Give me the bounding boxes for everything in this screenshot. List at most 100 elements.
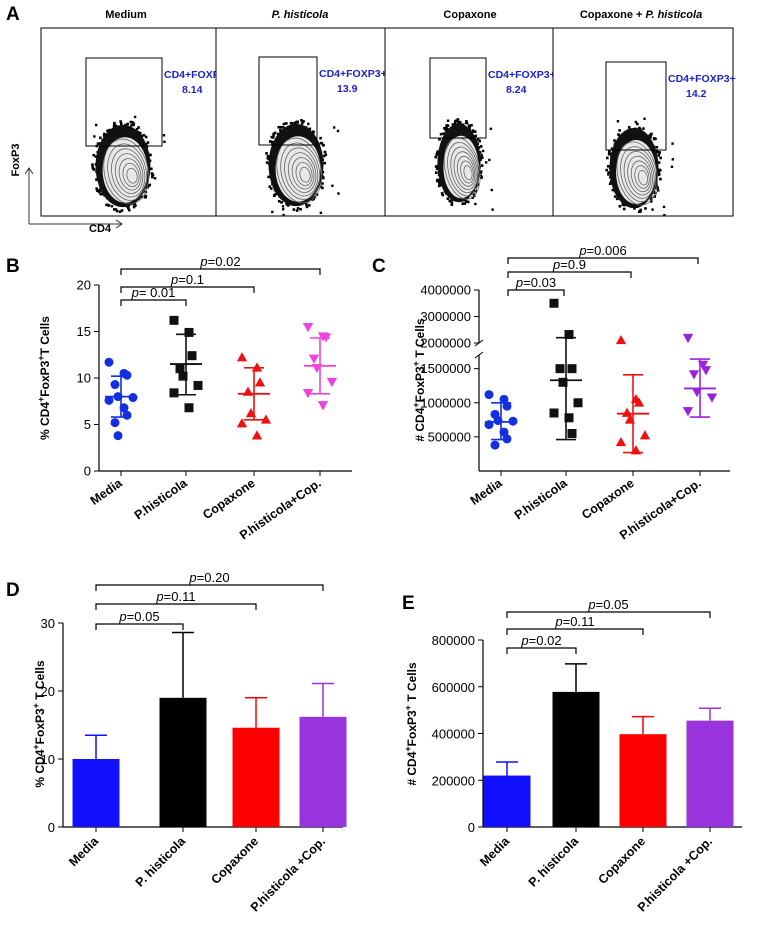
y-tick-label: 500000	[428, 429, 471, 444]
panel-e-y-axis-label: # CD4+FoxP3+ T Cells	[403, 662, 419, 786]
panel-c: C # CD4+FoxP3+ T Cells 500000 1000000 1500…	[372, 243, 730, 543]
comparison-p-histicola-cop-line	[120, 268, 321, 275]
flow-contour-line	[122, 163, 140, 188]
flow-dot	[289, 121, 293, 125]
flow-dot	[296, 207, 300, 210]
flow-dot	[606, 164, 610, 168]
comparison-copaxone-line	[507, 271, 632, 278]
flow-dot	[305, 205, 309, 209]
flow-plot-copaxone: CD4+FOXP3+ 8.24	[384, 27, 556, 217]
flow-dot	[437, 178, 441, 182]
flow-dot	[94, 123, 98, 127]
flow-dot	[478, 151, 482, 154]
comparison-p-histicola-cop-line	[506, 611, 711, 618]
panel-b-y-axis-label: % CD4+FoxP3+T Cells	[36, 316, 52, 440]
data-point	[700, 366, 712, 376]
x-tick-label-media: Media	[88, 475, 126, 507]
flow-dot	[144, 135, 148, 139]
flow-dot	[649, 133, 652, 137]
y-tick-label: 200000	[432, 773, 475, 788]
flow-dot	[96, 189, 99, 193]
bar-media	[72, 759, 120, 827]
flow-gate	[258, 56, 318, 146]
comparison-p-histicola-line	[507, 289, 565, 296]
flow-dot	[272, 132, 276, 136]
flow-dot	[319, 185, 323, 189]
flow-dot	[95, 187, 99, 190]
flow-dot	[489, 127, 493, 131]
flow-dot	[126, 206, 130, 210]
flow-dot	[103, 132, 106, 136]
flow-dot	[119, 122, 123, 126]
flow-dot	[435, 151, 439, 155]
series-p-histicola-cop	[302, 323, 338, 411]
flow-dot	[140, 195, 143, 199]
flow-dot	[132, 122, 136, 126]
data-point	[615, 334, 627, 345]
flow-contour-line	[291, 157, 315, 190]
comparison-p-histicola-cop-p-value: p=0.05	[587, 597, 628, 612]
flow-dot	[657, 189, 660, 192]
flow-dot	[94, 155, 98, 158]
flow-dot	[324, 153, 328, 157]
y-tick-label: 10	[41, 752, 55, 767]
flow-dot	[474, 202, 477, 206]
flow-dot	[307, 204, 311, 207]
flow-dot	[102, 134, 106, 137]
flow-dot	[101, 192, 104, 196]
flow-dot	[282, 122, 286, 126]
flow-dot	[321, 182, 324, 185]
flow-dot	[671, 158, 675, 161]
flow-dot	[450, 201, 454, 205]
flow-dot	[92, 167, 95, 171]
comparison-copaxone-line	[120, 286, 255, 293]
series-copaxone	[615, 334, 651, 455]
flow-dot	[649, 198, 653, 201]
flow-dot	[95, 178, 98, 181]
flow-contour-line	[107, 143, 148, 201]
flow-dot	[115, 209, 119, 213]
flow-dot	[635, 122, 639, 126]
flow-dot	[114, 208, 118, 211]
comparison-copaxone-p-value: p=0.11	[155, 589, 195, 604]
flow-dot	[443, 126, 446, 130]
data-point	[251, 430, 263, 440]
flow-dot	[120, 209, 124, 212]
data-point	[499, 394, 509, 404]
flow-dot	[332, 126, 336, 129]
flow-dot	[450, 203, 454, 206]
flow-plot-medium: CD4+FOXP3+ 8.14	[40, 27, 232, 217]
flow-dot	[457, 121, 460, 124]
flow-contour-line	[299, 166, 311, 183]
flow-dot	[150, 172, 154, 175]
y-tick-label: 1000000	[420, 395, 471, 410]
flow-dot	[463, 202, 467, 205]
flow-dot	[445, 125, 448, 129]
flow-dot	[663, 213, 666, 217]
flow-dot	[292, 208, 296, 211]
flow-dot	[643, 117, 646, 121]
panel-letter-a: A	[6, 4, 20, 25]
panel-letter-d: D	[6, 580, 20, 601]
flow-dot	[312, 130, 315, 134]
flow-dot	[265, 152, 268, 155]
flow-dot	[321, 186, 324, 190]
flow-dot	[481, 149, 485, 153]
data-point	[184, 327, 194, 337]
flow-dot	[637, 210, 641, 214]
x-tick-label-p-histicola: P.histicola	[512, 475, 571, 522]
data-point	[688, 370, 700, 380]
flow-dot	[437, 184, 441, 188]
x-tick-label-copaxone: Copaxone	[595, 834, 648, 887]
flow-dot	[488, 158, 491, 162]
flow-dot	[613, 195, 617, 198]
panel-letter-c: C	[372, 256, 386, 277]
flow-dot	[479, 145, 483, 148]
flow-dot	[295, 209, 299, 212]
flow-contour-line	[280, 142, 321, 200]
data-point	[302, 323, 314, 333]
data-point	[621, 407, 633, 417]
flow-contour-line	[276, 137, 323, 204]
flow-dot	[151, 173, 155, 177]
data-point	[317, 401, 329, 411]
